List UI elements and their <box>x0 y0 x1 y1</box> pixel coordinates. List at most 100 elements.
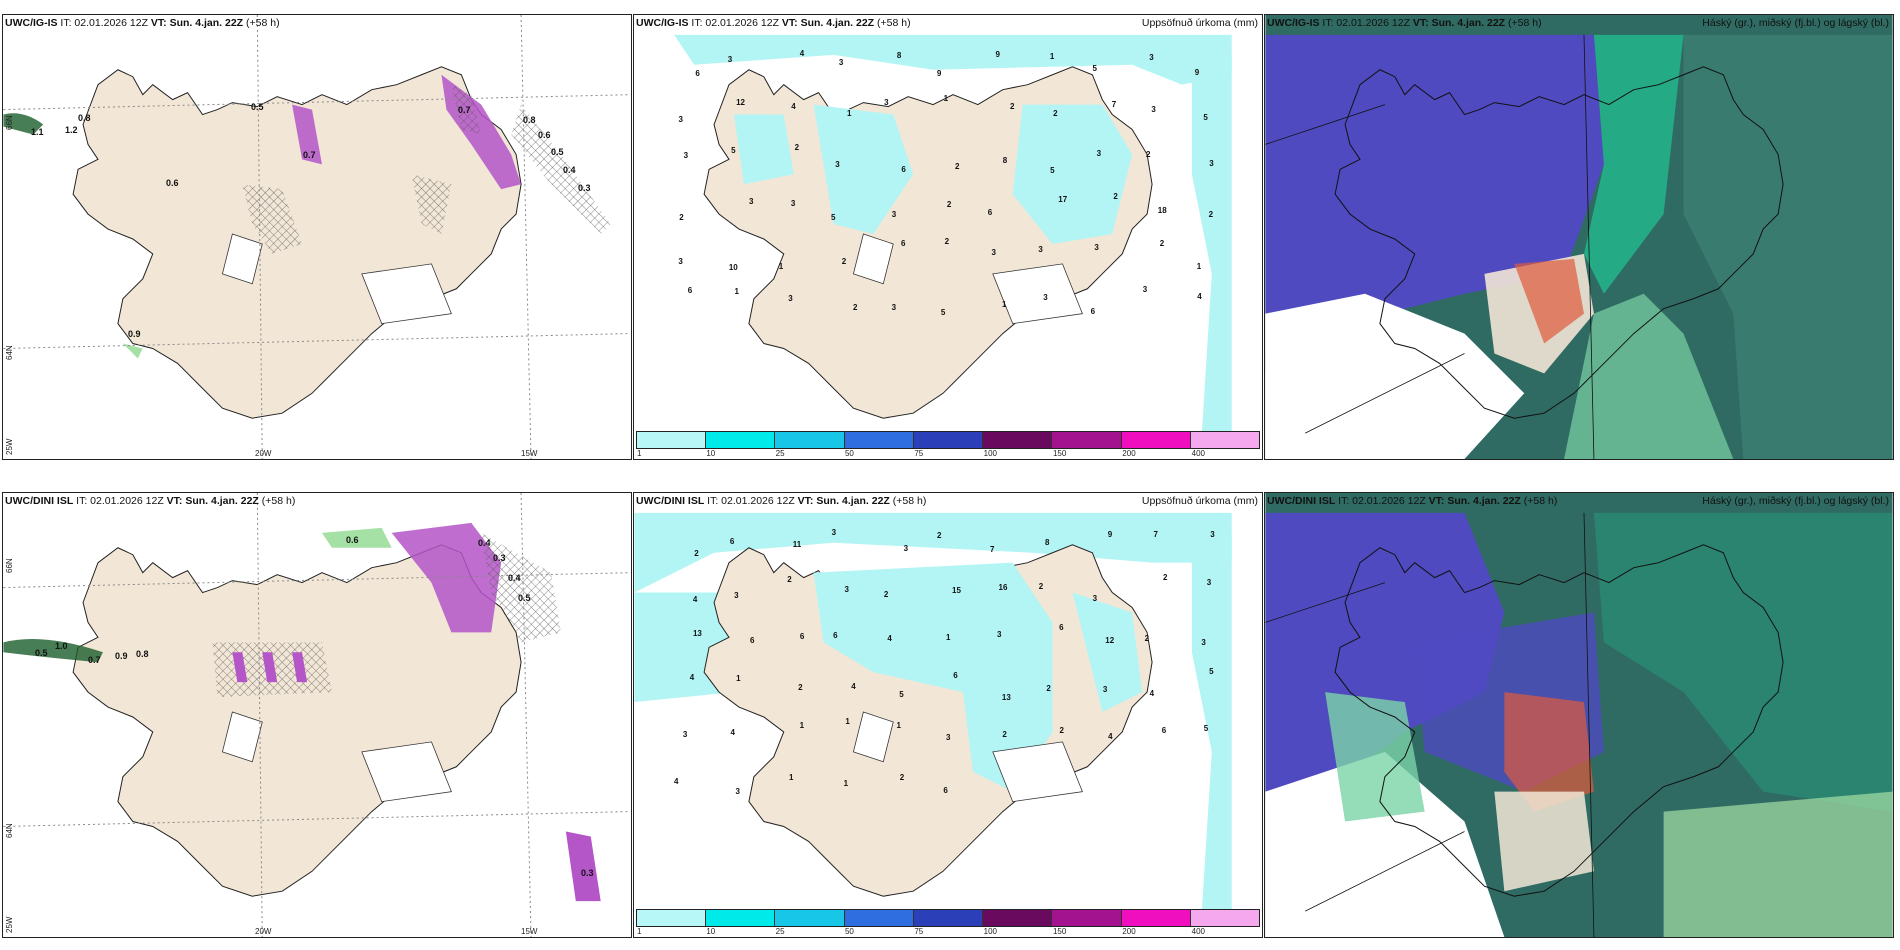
precip-value: 5 <box>1092 63 1097 73</box>
precip-value: 3 <box>838 58 844 67</box>
precip-value: 12 <box>736 97 745 107</box>
precip-value: 1 <box>1196 261 1202 271</box>
wind-label: 0.5 <box>518 593 531 603</box>
map-panel-dini-precip[interactable]: UWC/DINI ISL IT: 02.01.2026 12Z VT: Sun.… <box>633 492 1263 938</box>
map-panel-igis-wind[interactable]: UWC/IG-IS IT: 02.01.2026 12Z VT: Sun. 4.… <box>2 14 632 460</box>
colorbar-segment <box>1190 910 1259 926</box>
precip-value: 3 <box>727 55 733 65</box>
precip-value: 1 <box>789 773 794 783</box>
colorbar-tick: 400 <box>1191 449 1205 458</box>
lat-label-64n: 64N <box>5 345 14 360</box>
precip-value: 5 <box>830 213 836 223</box>
precip-value: 3 <box>1206 577 1212 587</box>
colorbar-segment <box>844 910 914 926</box>
precip-value: 18 <box>1157 205 1167 215</box>
wind-label: 1.2 <box>65 125 78 135</box>
precip-value: 8 <box>896 51 902 60</box>
colorbar-tick: 200 <box>1122 449 1136 458</box>
wind-map-canvas <box>3 493 631 937</box>
precip-value: 2 <box>1046 684 1051 694</box>
colorbar-tick: 1 <box>637 449 642 458</box>
map-panel-dini-wind[interactable]: UWC/DINI ISL IT: 02.01.2026 12Z VT: Sun.… <box>2 492 632 938</box>
precip-value: 3 <box>1151 104 1156 114</box>
precip-value: 1 <box>736 674 741 684</box>
precip-value: 6 <box>687 285 693 295</box>
precip-value: 2 <box>787 574 792 584</box>
colorbar-segment <box>706 910 776 926</box>
precip-value: 6 <box>1059 623 1064 633</box>
precip-value: 2 <box>853 303 858 313</box>
precip-value: 1 <box>847 108 852 118</box>
precip-value: 3 <box>678 114 683 124</box>
precip-value: 11 <box>792 540 802 550</box>
precip-value: 3 <box>1210 529 1215 539</box>
lon-label-25w: 25W <box>5 438 14 455</box>
precip-value: 13 <box>692 629 702 639</box>
colorbar-tick: 25 <box>775 449 785 458</box>
colorbar-tick: 200 <box>1122 927 1136 936</box>
precip-value: 1 <box>843 778 849 788</box>
precip-value: 3 <box>1102 685 1108 695</box>
colorbar-tick: 75 <box>914 449 924 458</box>
precip-value: 3 <box>735 786 740 796</box>
precip-value: 5 <box>1203 113 1208 123</box>
wind-label: 0.9 <box>128 329 141 339</box>
wind-label: 0.6 <box>166 178 179 188</box>
precip-value: 3 <box>1092 593 1098 603</box>
precip-value: 3 <box>945 732 951 742</box>
colorbar-segment <box>637 432 707 448</box>
colorbar-segment <box>706 432 776 448</box>
wind-label: 0.7 <box>458 105 471 115</box>
lat-label-66n: 66N <box>5 115 14 130</box>
colorbar-tick: 75 <box>914 927 924 936</box>
precip-value: 3 <box>1096 148 1102 158</box>
precip-value: 3 <box>1043 293 1048 303</box>
precip-value: 6 <box>1090 306 1096 316</box>
precip-value: 6 <box>799 632 805 642</box>
colorbar-tick: 25 <box>775 927 785 936</box>
precip-value: 2 <box>1163 572 1168 582</box>
precip-map-canvas <box>634 493 1262 937</box>
precip-value: 2 <box>1113 191 1118 201</box>
precip-value: 1 <box>845 717 850 726</box>
precip-value: 3 <box>788 294 793 304</box>
precip-value: 1 <box>946 633 951 642</box>
precip-value: 2 <box>1002 730 1007 740</box>
precip-value: 3 <box>1038 244 1043 254</box>
wind-label: 0.3 <box>581 868 594 878</box>
wind-label: 0.7 <box>88 655 101 665</box>
precip-value: 2 <box>1145 149 1151 159</box>
panel-title: UWC/IG-IS IT: 02.01.2026 12Z VT: Sun. 4.… <box>5 17 280 29</box>
map-panel-dini-clouds[interactable]: UWC/DINI ISL IT: 02.01.2026 12Z VT: Sun.… <box>1264 492 1894 938</box>
precip-value: 5 <box>731 145 736 155</box>
colorbar-segment <box>913 910 984 926</box>
colorbar-segment <box>1190 432 1259 448</box>
precip-value: 2 <box>1159 239 1165 249</box>
precip-value: 3 <box>884 97 889 107</box>
precip-value: 1 <box>778 262 784 272</box>
precip-colorbar <box>636 909 1260 927</box>
map-panel-igis-precip[interactable]: UWC/IG-IS IT: 02.01.2026 12Z VT: Sun. 4.… <box>633 14 1263 460</box>
precip-value: 4 <box>689 672 695 682</box>
colorbar-tick: 150 <box>1052 927 1067 936</box>
panel-variable-label: Uppsöfnuð úrkoma (mm) <box>1141 17 1258 29</box>
precip-value: 3 <box>748 197 754 207</box>
precip-value: 6 <box>833 631 838 641</box>
wind-label: 0.8 <box>136 649 149 659</box>
precip-value: 2 <box>1053 108 1058 118</box>
precip-value: 16 <box>998 583 1008 593</box>
precip-value: 6 <box>749 636 755 646</box>
precip-value: 1 <box>1002 300 1007 310</box>
precip-value: 8 <box>1002 156 1008 166</box>
lat-label-66n: 66N <box>5 558 14 573</box>
panel-variable-label: Háský (gr.), miðský (fj.bl.) og lágský (… <box>1702 495 1889 507</box>
precip-value: 13 <box>1001 692 1011 702</box>
precip-value: 3 <box>1142 285 1148 295</box>
precip-value: 6 <box>695 68 700 78</box>
precip-value: 4 <box>1149 689 1155 699</box>
precip-value: 1 <box>1049 52 1055 62</box>
precip-value: 3 <box>1094 243 1099 253</box>
map-panel-igis-clouds[interactable]: UWC/IG-IS IT: 02.01.2026 12Z VT: Sun. 4.… <box>1264 14 1894 460</box>
precip-value: 9 <box>936 69 942 79</box>
wind-label: 0.8 <box>78 113 91 123</box>
